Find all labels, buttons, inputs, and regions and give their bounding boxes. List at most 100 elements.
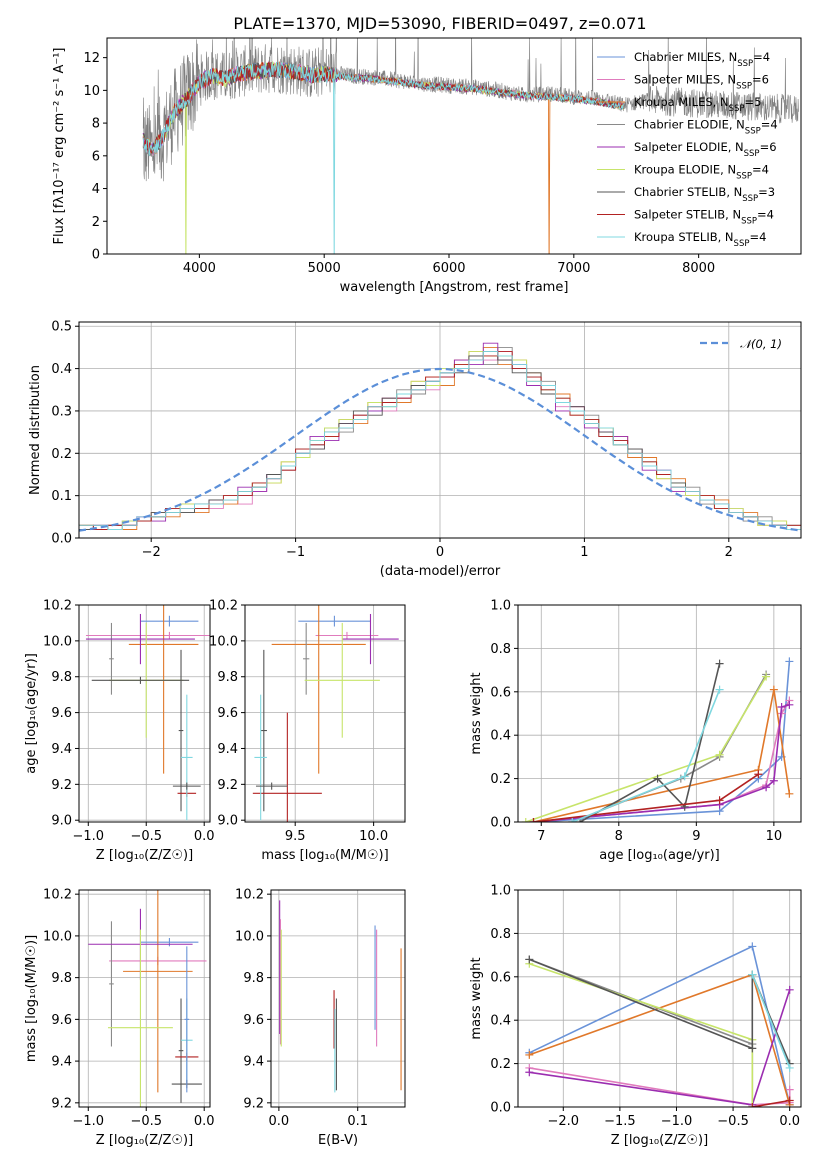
spectrum-xtick-label-4: 8000 <box>682 261 715 276</box>
mass_vs_EBV-xlabel: E(B-V) <box>318 1133 358 1148</box>
massweight_vs_age-line-2 <box>533 689 791 822</box>
massweight_vs_age-panel: 7 8 9 10 0.0 0.2 0.4 0.6 0.8 1.0 age [log₁₀(age/yr… <box>469 599 802 863</box>
age_vs_Z-panel: −1.0 −0.5 0.0 9.0 9.2 9.4 9.6 9.8 10.0 10.2 Z [log… <box>24 599 215 864</box>
mass_vs_Z-xlabel: Z [log₁₀(Z/Z☉)] <box>96 1133 193 1148</box>
mass_vs_EBV-panel: 0.0 0.1 9.2 9.4 9.6 9.8 10.0 10.2 E(B-V) <box>235 888 406 1148</box>
age_vs_mass-xlabel: mass [log₁₀(M/M☉)] <box>261 848 388 863</box>
age_vs_Z-ytick-label-2: 9.4 <box>51 742 72 757</box>
massweight_vs_Z-xtick-label-2: −1.0 <box>661 1114 693 1129</box>
mass_vs_Z-ytick-label-1: 9.4 <box>51 1055 72 1070</box>
massweight_vs_age-marker-2-2 <box>769 685 778 694</box>
massweight_vs_age-xlabel: age [log₁₀(age/yr)] <box>599 848 720 863</box>
massweight_vs_age-marker-2-3 <box>785 789 794 798</box>
mass_vs_EBV-ytick-label-1: 9.4 <box>243 1055 264 1070</box>
massweight_vs_age-line-0 <box>533 661 791 822</box>
mass_vs_EBV-ytick-label-2: 9.6 <box>243 1013 264 1028</box>
age_vs_Z-ytick-label-6: 10.2 <box>43 599 72 614</box>
spectrum-legend-label-3: Chabrier ELODIE, NSSP=4 <box>634 118 778 137</box>
spectrum-ylabel: Flux [fλ10⁻¹⁷ erg cm⁻² s⁻¹ A⁻¹] <box>52 48 67 245</box>
massweight_vs_age-line-1 <box>533 700 791 822</box>
histogram-ytick-label-4: 0.4 <box>51 362 72 377</box>
massweight_vs_age-marker-4-4 <box>777 702 786 711</box>
mass_vs_EBV-ytick-label-4: 10.0 <box>235 929 264 944</box>
mass_vs_Z-ytick-label-5: 10.2 <box>43 888 72 903</box>
age_vs_Z-xtick-label-2: 0.0 <box>194 829 215 844</box>
age_vs_Z-xtick-label-1: −0.5 <box>130 829 162 844</box>
histogram-ytick-label-2: 0.2 <box>51 447 72 462</box>
massweight_vs_age-plot-area <box>521 657 794 822</box>
massweight_vs_age-line-3 <box>572 674 767 822</box>
mass_vs_Z-ytick-label-4: 10.0 <box>43 929 72 944</box>
age_vs_mass-ytick-label-2: 9.4 <box>217 742 238 757</box>
mass_vs_Z-plot-area <box>88 890 207 1107</box>
massweight_vs_Z-marker-1-3 <box>785 1085 794 1094</box>
histogram-xlabel: (data-model)/error <box>380 564 501 579</box>
spectrum-ytick-label-0: 0 <box>92 248 100 263</box>
mass_vs_Z-ytick-label-2: 9.6 <box>51 1013 72 1028</box>
mass_vs_EBV-ytick-label-3: 9.8 <box>243 971 264 986</box>
massweight_vs_Z-ytick-label-0: 0.0 <box>490 1101 511 1116</box>
mass_vs_Z-frame <box>78 889 211 1108</box>
age_vs_mass-ytick-label-3: 9.6 <box>217 706 238 721</box>
histogram-ytick-label-5: 0.5 <box>51 320 72 335</box>
massweight_vs_age-ytick-label-2: 0.4 <box>490 729 511 744</box>
massweight_vs_Z-ytick-label-1: 0.2 <box>490 1057 511 1072</box>
massweight_vs_Z-xtick-label-3: −0.5 <box>717 1114 749 1129</box>
massweight_vs_Z-marker-7-1 <box>785 1096 794 1105</box>
massweight_vs_age-frame <box>517 604 802 823</box>
massweight_vs_Z-marker-8-1 <box>785 1063 794 1072</box>
massweight_vs_age-xtick-label-2: 9 <box>692 829 700 844</box>
age_vs_mass-frame <box>244 604 406 823</box>
massweight_vs_age-marker-7-2 <box>754 770 763 779</box>
massweight_vs_Z-ytick-label-5: 1.0 <box>490 884 511 899</box>
spectrum-legend-label-5: Kroupa ELODIE, NSSP=4 <box>634 163 769 182</box>
mass_vs_EBV-xtick-label-1: 0.1 <box>347 1114 368 1129</box>
mass_vs_Z-ylabel: mass [log₁₀(M/M☉)] <box>24 935 39 1062</box>
massweight_vs_age-marker-8-2 <box>715 685 724 694</box>
mass_vs_Z-ytick-label-0: 9.2 <box>51 1096 72 1111</box>
mass_vs_Z-xtick-label-0: −1.0 <box>72 1114 104 1129</box>
histogram-ytick-label-0: 0.0 <box>51 532 72 547</box>
massweight_vs_Z-panel: −2.0 −1.5 −1.0 −0.5 0.0 0.0 0.2 0.4 0.6 0.8 1.0 Z [… <box>469 884 802 1148</box>
age_vs_Z-ylabel: age [log₁₀(age/yr)] <box>24 653 39 774</box>
spectrum-xtick-label-2: 6000 <box>432 261 465 276</box>
massweight_vs_age-marker-4-3 <box>769 776 778 785</box>
histogram-normal-curve <box>79 367 801 532</box>
mass_vs_Z-xtick-label-2: 0.0 <box>194 1114 215 1129</box>
histogram-plot-area <box>79 342 801 532</box>
age_vs_Z-xlabel: Z [log₁₀(Z/Z☉)] <box>96 848 193 863</box>
histogram-xtick-label-3: 1 <box>580 545 588 560</box>
massweight_vs_Z-marker-6-1 <box>748 1044 757 1053</box>
massweight_vs_Z-ylabel: mass weight <box>469 957 484 1039</box>
age_vs_Z-frame <box>78 604 211 823</box>
massweight_vs_Z-marker-0-1 <box>748 942 757 951</box>
age_vs_mass-ytick-label-0: 9.0 <box>217 814 238 829</box>
massweight_vs_age-ytick-label-5: 1.0 <box>490 599 511 614</box>
spectrum-legend-label-8: Kroupa STELIB, NSSP=4 <box>634 230 766 249</box>
massweight_vs_age-line-6 <box>579 663 721 822</box>
spectrum-xtick-label-3: 7000 <box>557 261 590 276</box>
mass_vs_Z-xtick-label-1: −0.5 <box>130 1114 162 1129</box>
massweight_vs_Z-plot-area <box>525 942 794 1107</box>
age_vs_Z-ytick-label-4: 9.8 <box>51 670 72 685</box>
massweight_vs_Z-frame <box>517 889 802 1108</box>
massweight_vs_age-marker-4-5 <box>785 700 794 709</box>
mass_vs_EBV-plot-area <box>279 900 402 1093</box>
spectrum-legend-label-4: Salpeter ELODIE, NSSP=6 <box>634 140 777 159</box>
massweight_vs_Z-marker-4-0 <box>525 1068 534 1077</box>
massweight_vs_Z-line-1 <box>529 1067 791 1106</box>
age_vs_mass-ytick-label-6: 10.2 <box>209 599 238 614</box>
massweight_vs_age-marker-0-4 <box>785 657 794 666</box>
massweight_vs_age-marker-5-2 <box>762 672 771 681</box>
histogram-xtick-label-0: −2 <box>142 545 161 560</box>
mass_vs_EBV-ytick-label-5: 10.2 <box>235 888 264 903</box>
massweight_vs_Z-marker-4-2 <box>785 985 794 994</box>
massweight_vs_age-marker-5-0 <box>521 818 530 822</box>
spectrum-xtick-label-1: 5000 <box>308 261 341 276</box>
spectrum-ytick-label-5: 10 <box>83 84 100 99</box>
histogram-ytick-label-3: 0.3 <box>51 404 72 419</box>
massweight_vs_age-ytick-label-4: 0.8 <box>490 642 511 657</box>
spectrum-legend-label-6: Chabrier STELIB, NSSP=3 <box>634 185 775 204</box>
massweight_vs_age-marker-8-0 <box>568 818 577 822</box>
